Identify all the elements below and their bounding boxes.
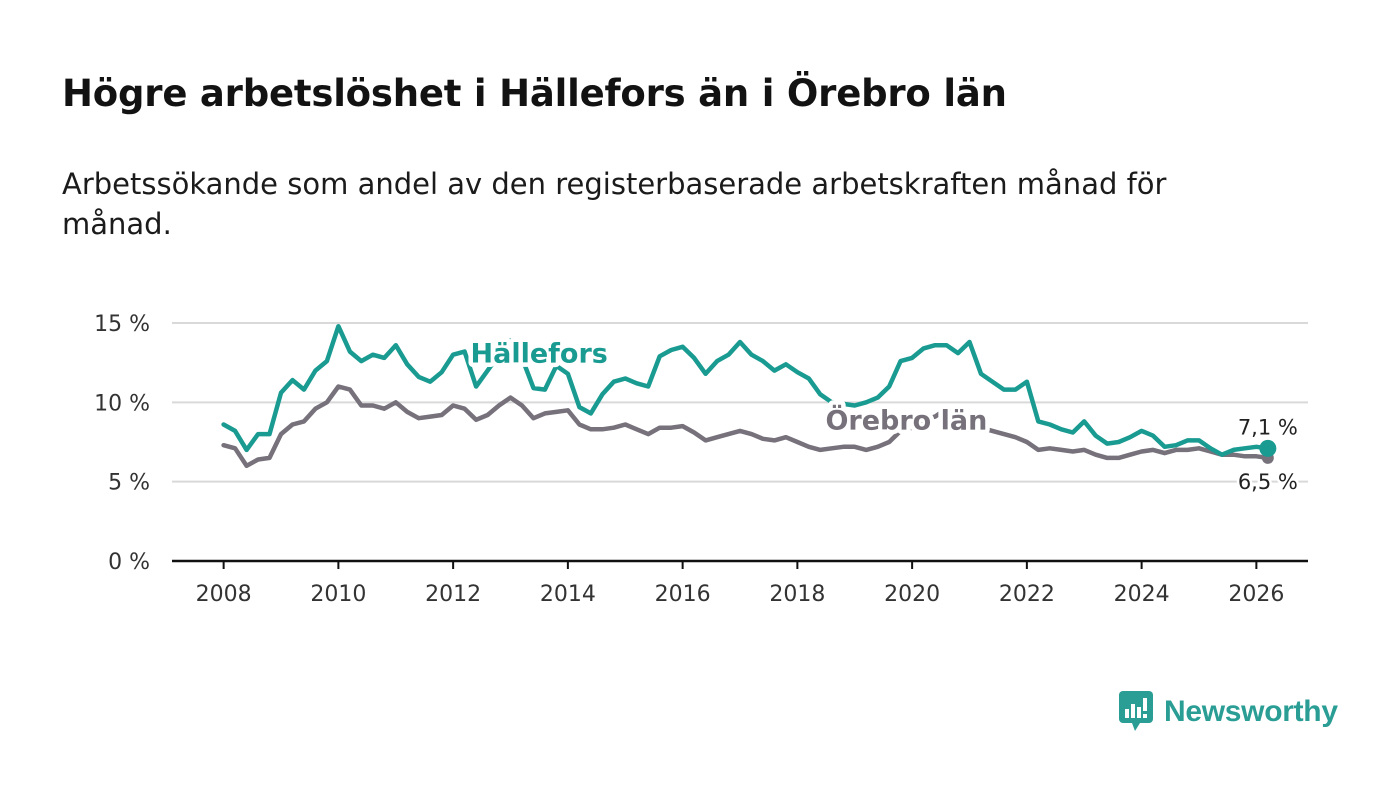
data-series xyxy=(221,323,1277,469)
brand-name: Newsworthy xyxy=(1164,695,1338,728)
chart-title: Högre arbetslöshet i Hällefors än i Öreb… xyxy=(62,72,1007,115)
series-annotation-hallefors: Hällefors xyxy=(471,339,608,370)
series-line-orebro-lan xyxy=(221,384,1271,469)
newsworthy-logo-icon xyxy=(1119,691,1153,731)
y-tick-label: 15 % xyxy=(94,312,150,337)
x-tick-label: 2014 xyxy=(540,582,596,607)
y-tick-label: 5 % xyxy=(108,471,150,496)
x-tick-label: 2022 xyxy=(999,582,1055,607)
end-value-label-orebro-lan: 6,5 % xyxy=(1238,470,1298,494)
x-tick-label: 2016 xyxy=(655,582,711,607)
chart-subtitle: Arbetssökande som andel av den registerb… xyxy=(62,167,1167,241)
x-tick-label: 2026 xyxy=(1228,582,1284,607)
y-tick-label: 10 % xyxy=(94,391,150,416)
y-axis-tick-labels: 0 % 5 % 10 % 15 % xyxy=(94,312,150,575)
y-tick-label: 0 % xyxy=(108,550,150,575)
x-tick-label: 2008 xyxy=(196,582,252,607)
end-value-label-hallefors: 7,1 % xyxy=(1238,415,1298,439)
series-labels: 7,1 % 6,5 % Hällefors Örebro län xyxy=(466,334,1300,496)
x-tick-label: 2024 xyxy=(1114,582,1170,607)
x-tick-label: 2012 xyxy=(425,582,481,607)
grid-lines xyxy=(172,322,1308,483)
series-line-hallefors xyxy=(221,323,1271,457)
x-tick-label: 2010 xyxy=(310,582,366,607)
x-tick-label: 2020 xyxy=(884,582,940,607)
x-axis: 2008 2010 2012 2014 2016 2018 2020 2022 2024 2026 xyxy=(172,559,1308,607)
x-tick-label: 2018 xyxy=(769,582,825,607)
newsworthy-brand: Newsworthy xyxy=(1118,690,1338,734)
end-marker-hallefors xyxy=(1259,439,1277,457)
series-annotation-orebro-lan: Örebro län xyxy=(825,403,987,436)
